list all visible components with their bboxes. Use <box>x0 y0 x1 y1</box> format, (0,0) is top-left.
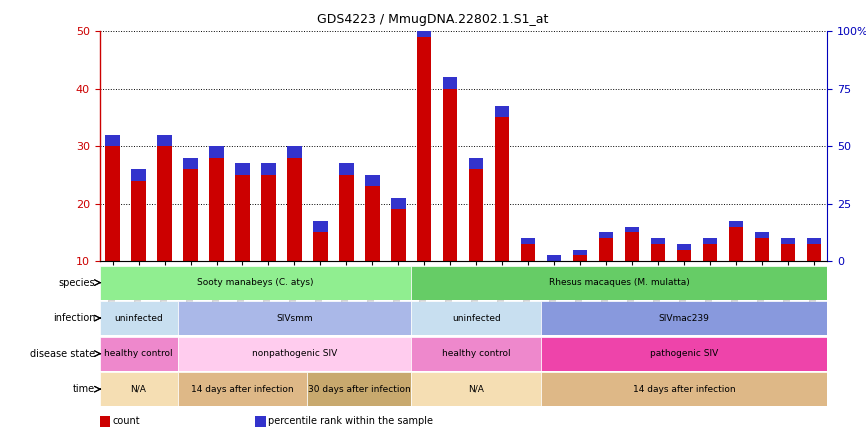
Text: N/A: N/A <box>131 385 146 394</box>
Bar <box>443 77 457 89</box>
Bar <box>106 135 120 146</box>
Bar <box>184 169 197 261</box>
Bar <box>178 337 411 371</box>
Bar <box>288 146 301 158</box>
Bar <box>100 337 178 371</box>
Bar <box>158 135 171 146</box>
Text: GDS4223 / MmugDNA.22802.1.S1_at: GDS4223 / MmugDNA.22802.1.S1_at <box>317 13 549 26</box>
Text: 14 days after infection: 14 days after infection <box>633 385 735 394</box>
Bar <box>100 301 178 335</box>
Bar <box>469 169 483 261</box>
Text: pathogenic SIV: pathogenic SIV <box>650 349 718 358</box>
Bar <box>178 372 307 406</box>
Bar <box>411 266 827 300</box>
Bar <box>651 244 665 261</box>
Bar <box>365 186 379 261</box>
Bar <box>573 255 587 261</box>
Text: infection: infection <box>53 313 95 323</box>
Bar <box>313 221 327 232</box>
Text: Rhesus macaques (M. mulatta): Rhesus macaques (M. mulatta) <box>549 278 689 287</box>
Bar <box>184 158 197 169</box>
Bar <box>599 232 613 238</box>
Text: N/A: N/A <box>469 385 484 394</box>
Bar <box>573 250 587 255</box>
Text: SIVmac239: SIVmac239 <box>659 313 709 323</box>
Bar <box>210 158 223 261</box>
Bar <box>236 163 249 175</box>
Text: Sooty manabeys (C. atys): Sooty manabeys (C. atys) <box>197 278 313 287</box>
Bar <box>677 244 691 250</box>
Text: 14 days after infection: 14 days after infection <box>191 385 294 394</box>
Bar <box>521 244 535 261</box>
Bar <box>132 169 145 181</box>
Bar <box>495 106 509 117</box>
Bar <box>469 158 483 169</box>
Bar <box>210 146 223 158</box>
Text: healthy control: healthy control <box>442 349 511 358</box>
Bar <box>365 175 379 186</box>
Bar <box>729 221 743 226</box>
Bar <box>417 25 431 37</box>
Bar <box>651 238 665 244</box>
Bar <box>100 372 178 406</box>
Bar <box>236 175 249 261</box>
Bar <box>781 238 795 244</box>
Bar <box>625 232 639 261</box>
Bar <box>599 238 613 261</box>
Text: nonpathogenic SIV: nonpathogenic SIV <box>252 349 337 358</box>
Text: count: count <box>113 416 140 426</box>
Bar <box>411 337 541 371</box>
Bar <box>703 238 717 244</box>
Bar <box>755 232 769 238</box>
Bar <box>703 244 717 261</box>
Bar <box>339 175 353 261</box>
Bar <box>262 163 275 175</box>
Bar <box>417 37 431 261</box>
Bar <box>100 266 411 300</box>
Bar <box>521 238 535 244</box>
Bar <box>729 226 743 261</box>
Text: 30 days after infection: 30 days after infection <box>308 385 410 394</box>
Text: disease state: disease state <box>30 349 95 359</box>
Text: species: species <box>59 278 95 288</box>
Bar <box>495 117 509 261</box>
Bar <box>625 226 639 232</box>
Bar <box>391 198 405 209</box>
Text: percentile rank within the sample: percentile rank within the sample <box>268 416 434 426</box>
Bar <box>132 181 145 261</box>
Text: time: time <box>73 384 95 394</box>
Bar <box>178 301 411 335</box>
Text: healthy control: healthy control <box>104 349 173 358</box>
Bar <box>313 232 327 261</box>
Bar <box>677 250 691 261</box>
Bar <box>541 337 827 371</box>
Bar <box>547 255 561 261</box>
Bar <box>443 89 457 261</box>
Bar <box>411 372 541 406</box>
Text: uninfected: uninfected <box>114 313 163 323</box>
Bar <box>411 301 541 335</box>
Bar <box>391 209 405 261</box>
Bar <box>807 244 821 261</box>
Bar <box>262 175 275 261</box>
Text: uninfected: uninfected <box>452 313 501 323</box>
Text: SIVsmm: SIVsmm <box>276 313 313 323</box>
Bar <box>807 238 821 244</box>
Bar <box>339 163 353 175</box>
Bar <box>541 372 827 406</box>
Bar <box>288 158 301 261</box>
Bar <box>158 146 171 261</box>
Bar <box>755 238 769 261</box>
Bar <box>307 372 411 406</box>
Bar <box>781 244 795 261</box>
Bar <box>106 146 120 261</box>
Bar <box>541 301 827 335</box>
